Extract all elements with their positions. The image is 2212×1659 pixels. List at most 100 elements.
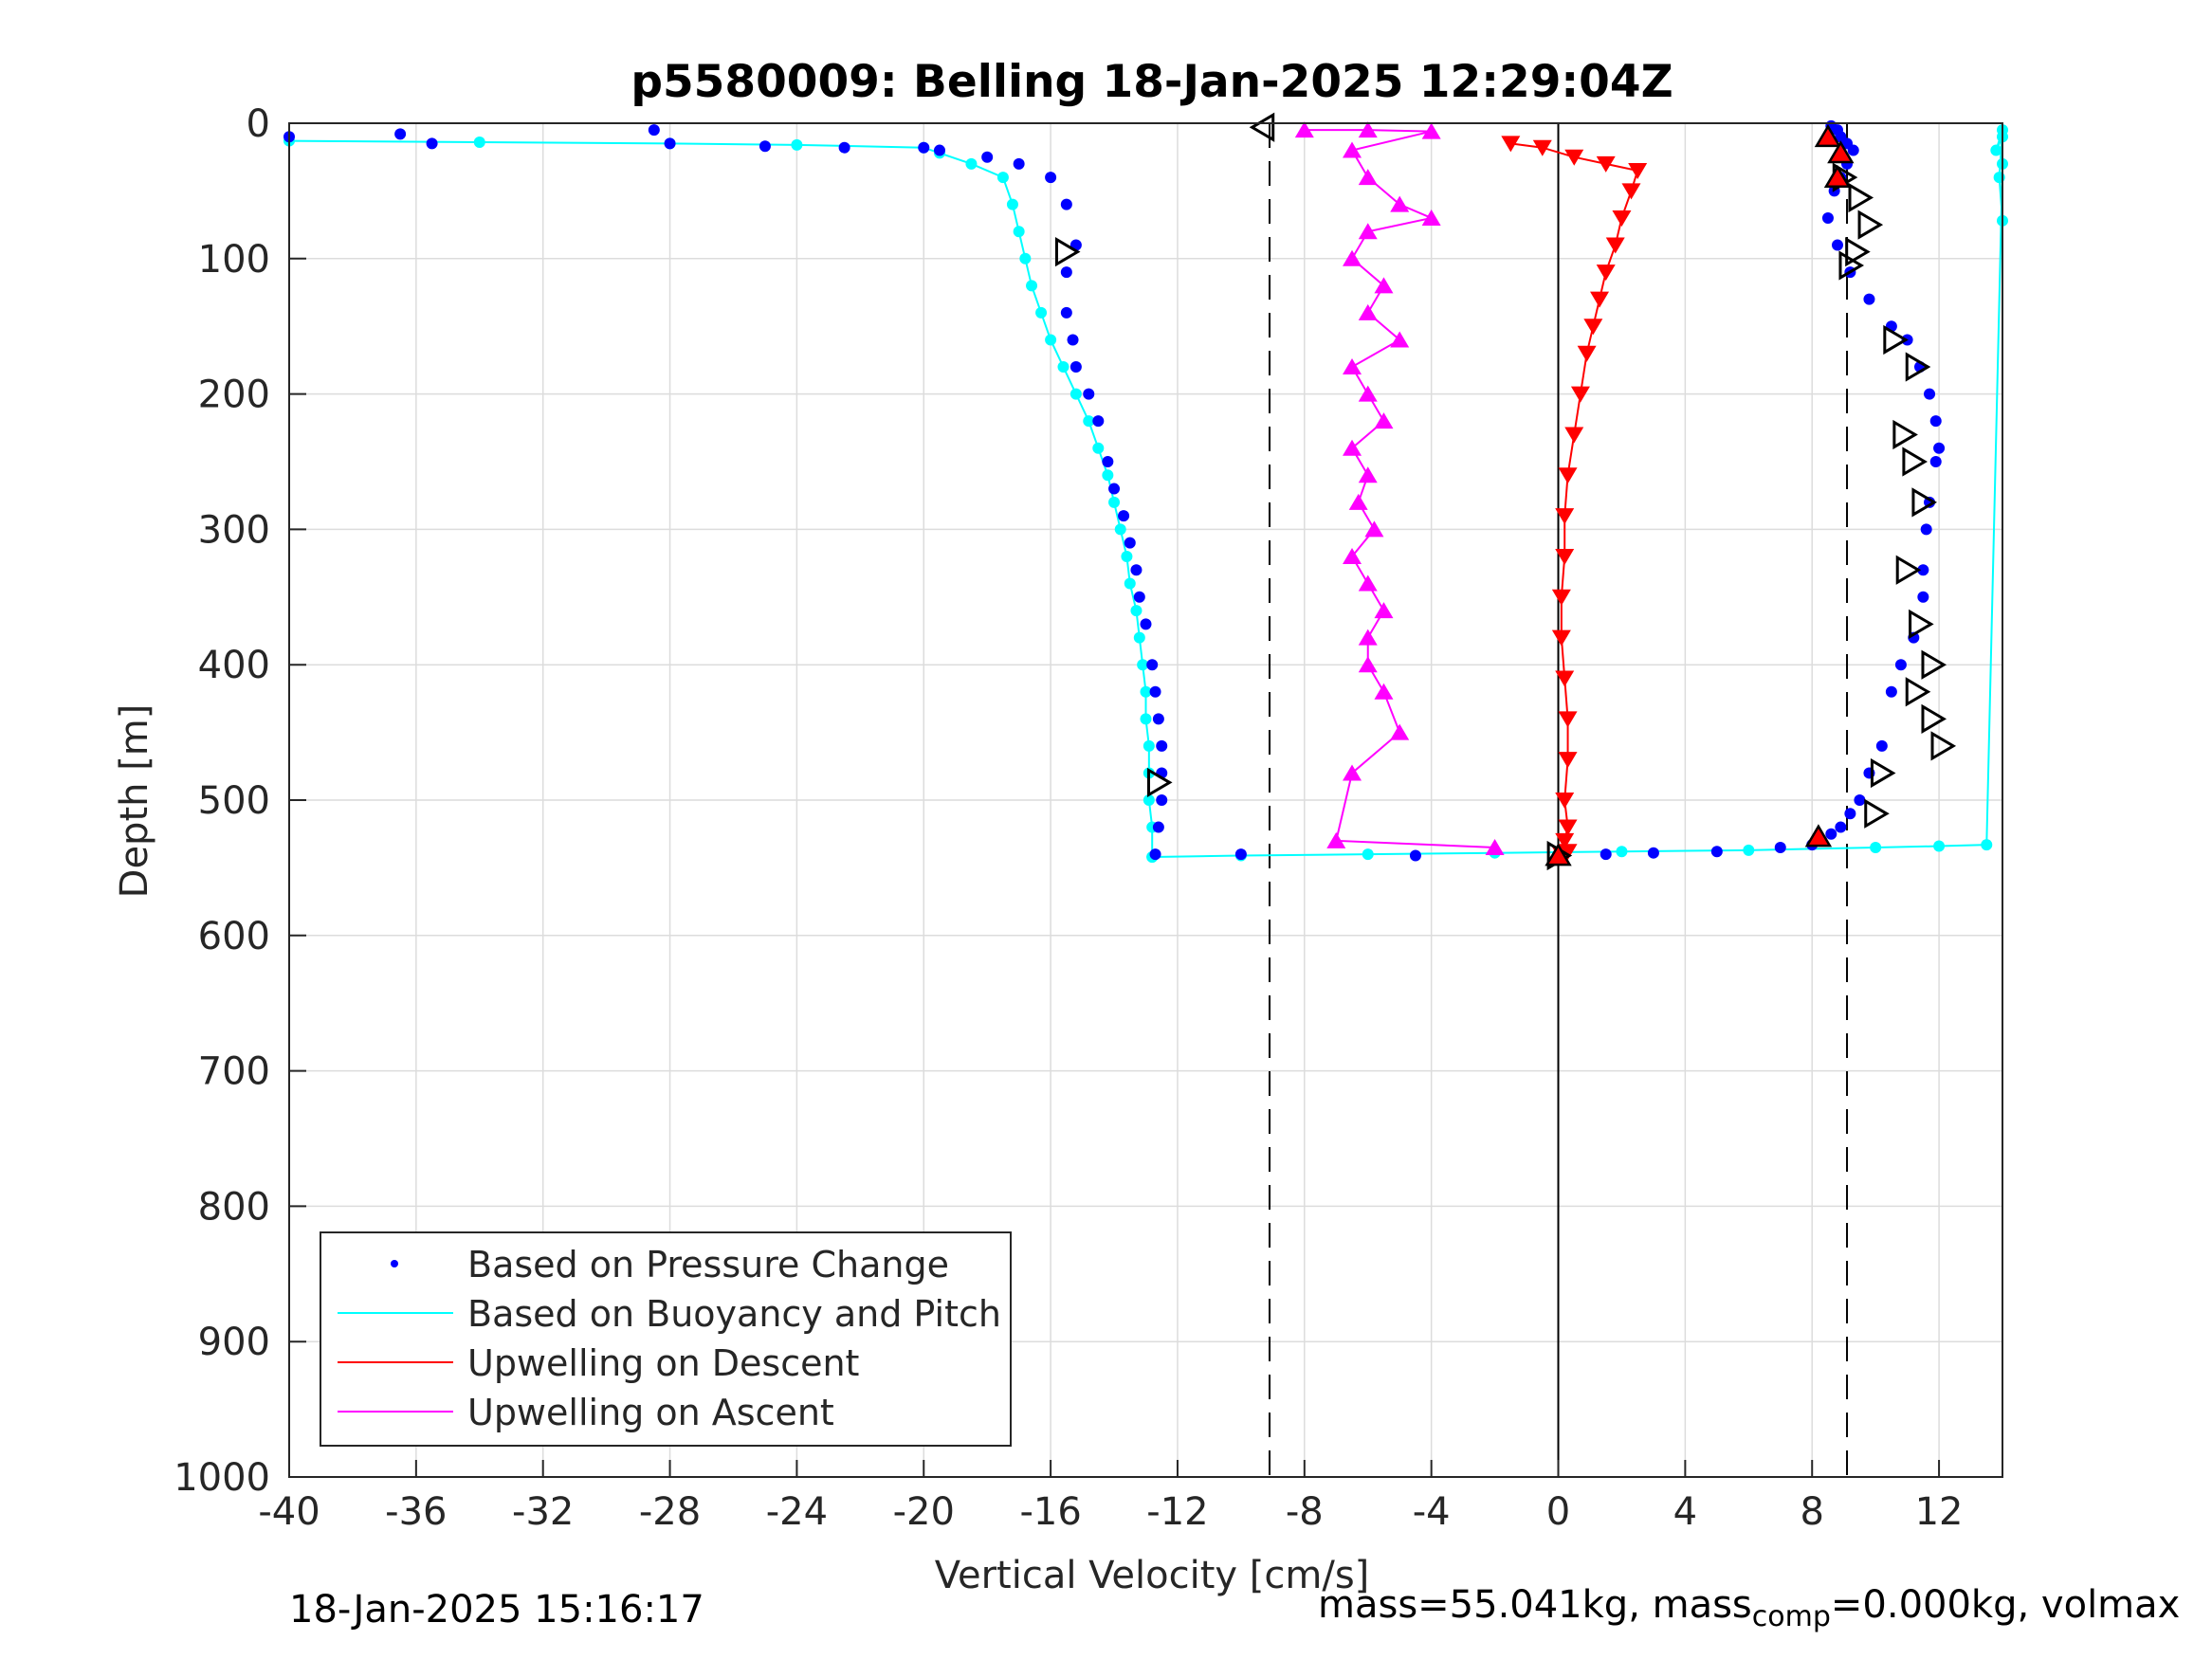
pressure-change-point	[1929, 415, 1942, 428]
pressure-change-point	[1060, 266, 1072, 279]
upwelling-ascent-point	[1374, 683, 1394, 700]
buoyancy-pitch-point	[996, 172, 1009, 184]
x-tick-label: 12	[1915, 1490, 1964, 1534]
y-tick-label: 200	[198, 374, 270, 417]
pressure-change-point	[1929, 456, 1942, 467]
pressure-change-point	[1844, 808, 1856, 820]
pressure-change-point	[1835, 821, 1847, 833]
pressure-change-point	[1933, 442, 1946, 454]
upwelling-descent-point	[1555, 670, 1575, 687]
pressure-change-point	[664, 137, 676, 150]
buoyancy-pitch-point	[473, 136, 485, 148]
buoyancy-pitch-point	[1083, 415, 1095, 428]
black-triangle-marker	[1895, 555, 1922, 585]
footer-mass-subscript: comp	[1751, 1600, 1831, 1633]
upwelling-descent-point	[1558, 819, 1578, 836]
upwelling-ascent-point	[1421, 122, 1441, 139]
x-tick-label: -32	[512, 1490, 574, 1534]
buoyancy-pitch-point	[1045, 334, 1057, 346]
buoyancy-pitch-point	[1870, 841, 1882, 853]
pressure-change-point	[1067, 334, 1079, 346]
pressure-change-point	[648, 124, 660, 137]
black-triangle-marker	[1911, 487, 1938, 518]
upwelling-descent-point	[1583, 319, 1603, 336]
upwelling-ascent-point	[1374, 277, 1394, 294]
x-tick-label: -24	[766, 1490, 828, 1534]
footer-date: 18-Jan-2025 15:16:17	[289, 1588, 704, 1632]
buoyancy-pitch-point	[1137, 659, 1149, 671]
pressure-change-point	[1409, 849, 1421, 862]
y-tick-label: 300	[198, 508, 270, 552]
y-tick-label: 1000	[174, 1456, 270, 1500]
upwelling-ascent-point	[1358, 574, 1378, 592]
pressure-change-point	[1060, 306, 1072, 319]
pressure-change-point	[1118, 510, 1130, 522]
buoyancy-pitch-point	[1035, 306, 1048, 319]
pressure-change-point	[1083, 388, 1095, 400]
pressure-change-point	[1710, 846, 1723, 858]
upwelling-ascent-point	[1390, 723, 1410, 740]
upwelling-descent-point	[1558, 711, 1578, 728]
legend-label: Upwelling on Ascent	[467, 1392, 834, 1433]
legend-label: Based on Buoyancy and Pitch	[467, 1293, 1001, 1335]
buoyancy-pitch-point	[1990, 144, 2002, 156]
black-triangle-marker	[1838, 250, 1865, 281]
x-tick-label: -36	[385, 1490, 447, 1534]
buoyancy-pitch-point	[965, 157, 978, 170]
y-tick-label: 400	[198, 644, 270, 687]
upwelling-descent-point	[1555, 793, 1575, 809]
pressure-change-point	[1774, 841, 1786, 853]
buoyancy-pitch-point	[1981, 839, 1993, 851]
buoyancy-pitch-point	[1743, 844, 1755, 856]
upwelling-ascent-point	[1358, 385, 1378, 402]
upwelling-descent-point	[1612, 210, 1632, 227]
buoyancy-pitch-point	[1057, 361, 1069, 374]
buoyancy-pitch-point	[1133, 631, 1145, 644]
axis-ticks: -40 -36 -32 -28 -24 -20 -16 -12 -8 -4 0 4 8 120100200…	[174, 102, 1963, 1534]
upwelling-ascent-point	[1374, 412, 1394, 429]
buoyancy-pitch-point	[791, 138, 803, 151]
data-series	[283, 112, 2008, 871]
pressure-change-point	[1108, 483, 1121, 495]
pressure-change-point	[1152, 821, 1164, 833]
upwelling-ascent-point	[1343, 439, 1362, 456]
y-tick-label: 700	[198, 1050, 270, 1094]
upwelling-descent-point	[1551, 589, 1571, 606]
buoyancy-pitch-point	[1130, 605, 1143, 617]
y-tick-label: 800	[198, 1185, 270, 1229]
pressure-change-point	[1133, 591, 1145, 603]
upwelling-descent-point	[1564, 149, 1584, 166]
black-triangle-marker	[1921, 703, 1947, 734]
pressure-change-point	[1917, 591, 1929, 603]
pressure-change-point	[1821, 211, 1834, 224]
y-axis-label: Depth [m]	[113, 704, 156, 899]
x-tick-label: -16	[1019, 1490, 1081, 1534]
upwelling-descent-point	[1501, 136, 1521, 153]
reference-lines	[1269, 123, 1849, 1477]
pressure-change-point	[1234, 848, 1247, 861]
black-triangle-marker	[1249, 112, 1275, 142]
legend-box	[320, 1231, 1012, 1447]
upwelling-descent-point	[1551, 629, 1571, 647]
pressure-change-point	[1140, 618, 1152, 630]
buoyancy-pitch-point	[1069, 388, 1082, 400]
buoyancy-pitch-point	[1006, 198, 1018, 210]
footer-mass: mass=55.041kg, masscomp=0.000kg, volmax	[1318, 1583, 2180, 1633]
pressure-change-point	[1156, 794, 1168, 806]
upwelling-ascent-point	[1364, 520, 1384, 538]
red-triangle-marker	[1804, 824, 1833, 848]
pressure-change-point	[1069, 361, 1082, 374]
buoyancy-pitch-point	[1019, 252, 1032, 264]
pressure-change-point	[918, 141, 930, 154]
black-triangle-marker	[1930, 731, 1957, 761]
upwelling-descent-point	[1558, 467, 1578, 484]
pressure-change-point	[1924, 388, 1936, 400]
footer-mass-prefix: mass=55.041kg, mass	[1318, 1583, 1752, 1627]
chart-title: p5580009: Belling 18-Jan-2025 12:29:04Z	[631, 56, 1673, 108]
upwelling-descent-point	[1558, 752, 1578, 769]
pressure-change-point	[1647, 847, 1659, 859]
red-triangle-marker	[1823, 164, 1852, 188]
black-triangle-marker	[1146, 767, 1173, 798]
buoyancy-pitch-point	[1102, 469, 1114, 482]
legend-label: Based on Pressure Change	[467, 1244, 949, 1285]
